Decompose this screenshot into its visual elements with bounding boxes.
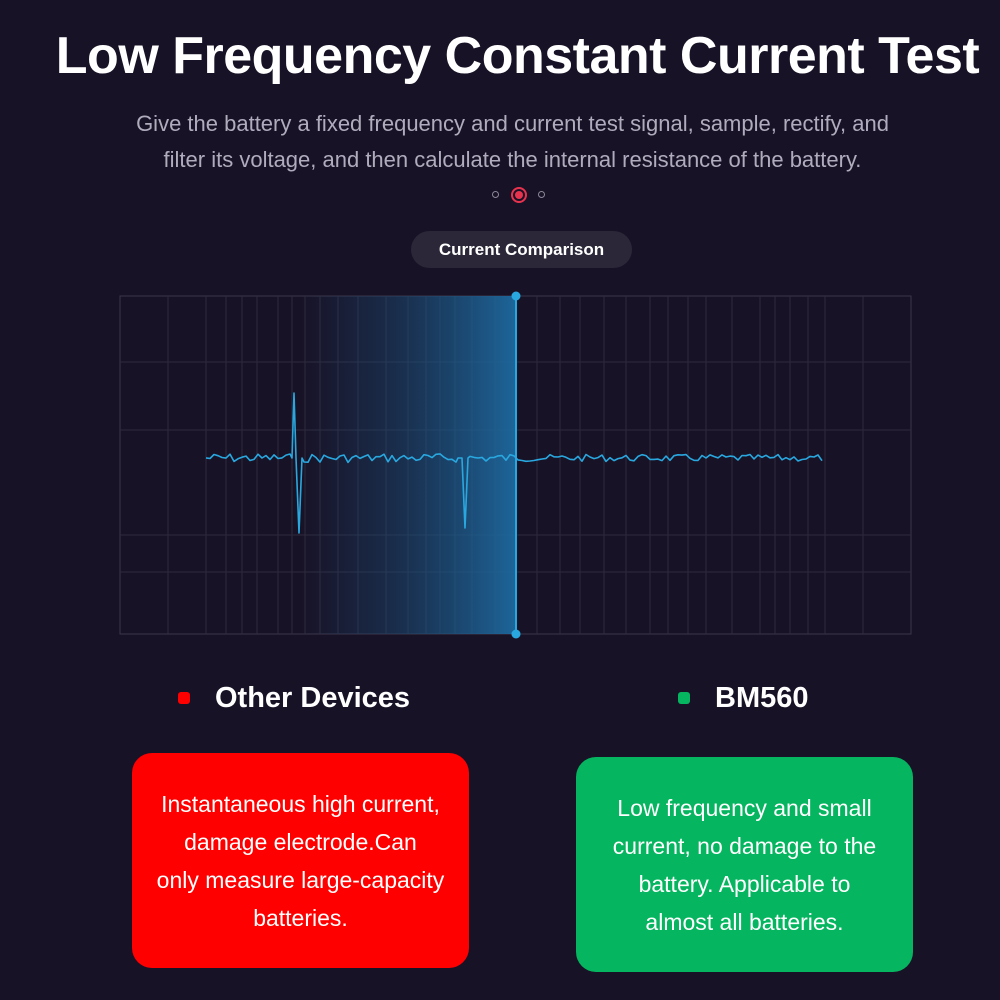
pagination-dot-1[interactable]	[492, 191, 499, 198]
subtitle-line-2: filter its voltage, and then calculate t…	[163, 147, 862, 172]
comparison-label: Current Comparison	[411, 231, 632, 268]
legend-green-marker	[678, 692, 690, 704]
carousel-pagination	[490, 187, 550, 203]
page-subtitle: Give the battery a fixed frequency and c…	[120, 106, 905, 178]
legend-bm560: BM560	[678, 680, 809, 716]
highlight-region	[300, 296, 516, 634]
other-card-line-2: damage electrode.Can	[184, 828, 417, 855]
bm-card-line-4: almost all batteries.	[645, 908, 844, 935]
bm-card-line-3: battery. Applicable to	[638, 870, 851, 897]
other-devices-card: Instantaneous high current, damage elect…	[132, 753, 469, 968]
bm-card-line-2: current, no damage to the	[612, 832, 877, 859]
slider-top-handle[interactable]	[511, 291, 521, 301]
legend-other-devices: Other Devices	[178, 680, 410, 716]
other-card-line-4: batteries.	[253, 904, 348, 931]
page-title: Low Frequency Constant Current Test	[55, 27, 980, 85]
other-card-line-3: only measure large-capacity	[156, 866, 445, 893]
bm560-card: Low frequency and small current, no dama…	[576, 757, 913, 972]
legend-bm560-label: BM560	[715, 681, 809, 714]
slider-bottom-handle[interactable]	[511, 629, 521, 639]
signal-waveform	[205, 392, 823, 534]
pagination-dot-2-active[interactable]	[511, 187, 527, 203]
bm-card-line-1: Low frequency and small	[617, 794, 872, 821]
pagination-dot-3[interactable]	[538, 191, 545, 198]
other-card-line-1: Instantaneous high current,	[161, 790, 440, 817]
legend-other-devices-label: Other Devices	[215, 681, 411, 714]
subtitle-line-1: Give the battery a fixed frequency and c…	[136, 111, 889, 136]
legend-red-marker	[178, 692, 190, 704]
